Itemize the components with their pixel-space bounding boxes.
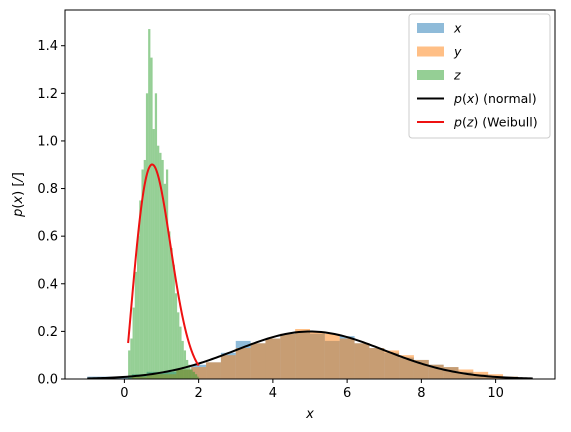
bar-y	[220, 355, 236, 379]
curve-normal	[87, 330, 533, 380]
legend-swatch	[417, 70, 444, 80]
x-axis-label: x	[305, 407, 314, 422]
legend-box	[408, 13, 551, 139]
bar-z	[130, 338, 133, 379]
bar-y	[206, 362, 221, 379]
y-tick-label: 1.4	[37, 39, 58, 54]
legend-label: z	[453, 68, 461, 83]
bar-y	[324, 333, 340, 379]
bar-z	[192, 371, 195, 379]
x-tick-label: 4	[269, 386, 277, 401]
y-tick-label: 0.0	[37, 373, 58, 388]
bar-y	[310, 331, 325, 379]
bar-z	[194, 374, 198, 379]
legend-label: p(x) (normal)	[453, 91, 537, 106]
plot-frame	[64, 9, 556, 380]
bar-y	[280, 333, 296, 379]
legend-swatch	[417, 23, 444, 33]
bar-y	[384, 350, 400, 379]
y-tick-label: 1.0	[37, 134, 58, 149]
bar-z	[159, 152, 162, 379]
bar-z	[183, 350, 187, 379]
bar-y	[354, 343, 370, 379]
x-tick-label: 0	[120, 386, 128, 401]
bar-z	[141, 169, 144, 379]
bar-z	[163, 183, 166, 379]
bar-z	[174, 293, 178, 379]
bar-y	[399, 355, 414, 379]
bar-z	[148, 29, 151, 380]
y-tick-label: 0.8	[37, 182, 58, 197]
bar-z	[157, 145, 160, 379]
legend-item-x: x	[417, 21, 462, 36]
x-tick-label: 10	[487, 386, 504, 401]
bar-z	[181, 340, 184, 379]
legend-item-pz: p(z) (Weibull)	[417, 115, 538, 130]
bar-z	[128, 350, 131, 379]
bar-y	[191, 367, 207, 379]
bar-y	[250, 343, 266, 379]
bar-z	[132, 307, 135, 379]
bar-z	[188, 364, 191, 379]
bar-y	[339, 338, 355, 379]
y-tick-label: 0.6	[37, 230, 58, 245]
legend-label: p(z) (Weibull)	[453, 115, 538, 130]
histogram-bars	[87, 29, 518, 380]
bar-z	[177, 312, 180, 379]
bar-z	[170, 248, 173, 379]
curve-weibull	[127, 163, 200, 367]
axis-ticks: 0 2 4 6 8 10 0.0 0.2 0.4 0.6 0.8 1.0 1.2 1.4	[37, 39, 504, 401]
y-tick-label: 0.2	[37, 325, 58, 340]
bar-y	[369, 348, 385, 379]
bar-y	[235, 348, 251, 379]
bar-z	[143, 159, 146, 379]
bar-z	[190, 369, 193, 379]
legend-item-px: p(x) (normal)	[417, 91, 537, 106]
x-tick-label: 8	[417, 386, 425, 401]
bar-z	[197, 376, 199, 379]
bar-z	[154, 93, 158, 379]
x-tick-label: 2	[194, 386, 202, 401]
y-axis-label: p(x) [/]	[11, 172, 26, 218]
legend-label: x	[453, 21, 462, 36]
legend-label: y	[453, 44, 462, 59]
bar-z	[179, 326, 182, 379]
bar-z	[150, 57, 153, 380]
bar-z	[161, 159, 164, 379]
bar-y	[295, 329, 310, 379]
density-curves	[87, 163, 533, 380]
histogram-z	[128, 29, 199, 380]
bar-z	[172, 264, 175, 379]
legend-swatch	[417, 46, 444, 57]
y-tick-label: 0.4	[37, 277, 58, 292]
bar-z	[137, 236, 140, 379]
bar-y	[265, 338, 281, 379]
legend: xyz p(x) (normal) p(z) (Weibull)	[408, 13, 551, 139]
legend-item-z: z	[417, 68, 461, 83]
bar-z	[168, 231, 171, 379]
bar-z	[145, 93, 149, 379]
bar-z	[152, 129, 155, 379]
bar-z	[165, 169, 169, 379]
x-tick-label: 6	[343, 386, 351, 401]
bar-z	[186, 359, 189, 379]
y-tick-label: 1.2	[37, 87, 58, 102]
legend-item-y: y	[417, 44, 462, 59]
bar-z	[139, 200, 142, 379]
bar-y	[443, 367, 459, 379]
bar-z	[134, 271, 138, 379]
